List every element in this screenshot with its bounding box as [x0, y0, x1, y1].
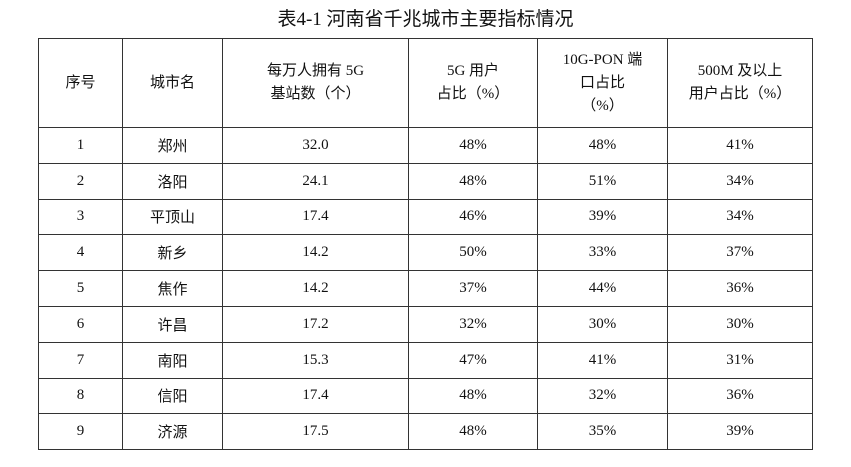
table-cell: 3 [38, 198, 123, 236]
table-cell: 48% [537, 127, 668, 164]
table-cell: 51% [537, 162, 668, 200]
table-title: 表4-1 河南省千兆城市主要指标情况 [277, 9, 574, 30]
table-cell: 17.4 [222, 377, 409, 415]
table-cell: 2 [38, 162, 123, 200]
table-cell: 1 [38, 127, 123, 164]
table-row: 1 郑州 32.0 48% 48% 41% [38, 127, 813, 164]
table-cell: 洛阳 [122, 162, 223, 200]
header-row: 序号 城市名 每万人拥有 5G 基站数（个） 5G 用户 占比（%） 10G-PON 端口占… [38, 38, 813, 128]
header-line: 基站数（个） [270, 86, 361, 102]
table-cell: 41% [537, 341, 668, 379]
table-cell: 39% [537, 198, 668, 236]
table-row: 3 平顶山 17.4 46% 39% 34% [38, 198, 813, 236]
table-cell: 47% [408, 341, 538, 379]
table-cell: 新乡 [122, 234, 223, 272]
header-cell: 5G 用户占比（%） [408, 38, 538, 128]
table-cell: 24.1 [222, 162, 409, 200]
table-cell: 36% [667, 270, 813, 307]
header-cell: 每万人拥有 5G 基站数（个） [222, 38, 409, 128]
table-cell: 南阳 [122, 341, 223, 379]
table-cell: 32.0 [222, 127, 409, 164]
table-cell: 48% [408, 413, 538, 451]
table-cell: 48% [408, 377, 538, 415]
table-cell: 35% [537, 413, 668, 451]
table-cell: 31% [667, 341, 813, 379]
header-line: 5G 用户 [446, 63, 500, 79]
table-cell: 33% [537, 234, 668, 272]
table-cell: 30% [667, 305, 813, 343]
table-row: 8 信阳 17.4 48% 32% 36% [38, 377, 813, 415]
table-cell: 32% [408, 305, 538, 343]
header-line: （%） [581, 97, 624, 114]
table-cell: 17.4 [222, 198, 409, 236]
table-row: 5 焦作 14.2 37% 44% 36% [38, 270, 813, 307]
header-line: 城市名 [149, 74, 195, 91]
header-cell: 序号 [38, 38, 123, 128]
table-cell: 4 [38, 234, 123, 272]
header-cell: 500M 及以上 用户占比（%） [667, 38, 813, 128]
table-cell: 6 [38, 305, 123, 343]
table-row: 7 南阳 15.3 47% 41% 31% [38, 341, 813, 379]
table-cell: 14.2 [222, 270, 409, 307]
table-cell: 37% [408, 270, 538, 307]
table-cell: 32% [537, 377, 668, 415]
table-cell: 17.2 [222, 305, 409, 343]
table-cell: 41% [667, 127, 813, 164]
header-line: 口占比 [579, 74, 625, 91]
table-cell: 15.3 [222, 341, 409, 379]
table-cell: 34% [667, 162, 813, 200]
table-cell: 济源 [122, 413, 223, 451]
table-row: 9 济源 17.5 48% 35% 39% [38, 413, 813, 451]
table-cell: 焦作 [122, 270, 223, 307]
header-line: 500M 及以上 [697, 63, 783, 79]
header-line: 序号 [65, 74, 96, 91]
header-cell: 城市名 [122, 38, 223, 128]
table-cell: 48% [408, 127, 538, 164]
header-line: 用户占比（%） [688, 86, 792, 102]
table-cell: 50% [408, 234, 538, 272]
table-cell: 37% [667, 234, 813, 272]
table-cell: 平顶山 [122, 198, 223, 236]
header-cell: 10G-PON 端口占比 （%） [537, 38, 668, 128]
table-row: 2 洛阳 24.1 48% 51% 34% [38, 162, 813, 200]
data-table: 序号 城市名 每万人拥有 5G 基站数（个） 5G 用户 占比（%） 10G-PON 端口占… [38, 38, 813, 451]
table-cell: 17.5 [222, 413, 409, 451]
table-cell: 34% [667, 198, 813, 236]
table-cell: 9 [38, 413, 123, 451]
table-cell: 7 [38, 341, 123, 379]
table-cell: 14.2 [222, 234, 409, 272]
table-row: 4 新乡 14.2 50% 33% 37% [38, 234, 813, 272]
table-cell: 30% [537, 305, 668, 343]
table-cell: 5 [38, 270, 123, 307]
table-cell: 44% [537, 270, 668, 307]
table-cell: 39% [667, 413, 813, 451]
table-cell: 8 [38, 377, 123, 415]
table-cell: 48% [408, 162, 538, 200]
header-line: 10G-PON 端 [562, 51, 643, 68]
table-cell: 信阳 [122, 377, 223, 415]
table-cell: 36% [667, 377, 813, 415]
table-cell: 许昌 [122, 305, 223, 343]
header-line: 每万人拥有 5G [266, 63, 365, 79]
header-line: 占比（%） [436, 86, 510, 102]
table-cell: 郑州 [122, 127, 223, 164]
table-row: 6 许昌 17.2 32% 30% 30% [38, 305, 813, 343]
table-cell: 46% [408, 198, 538, 236]
